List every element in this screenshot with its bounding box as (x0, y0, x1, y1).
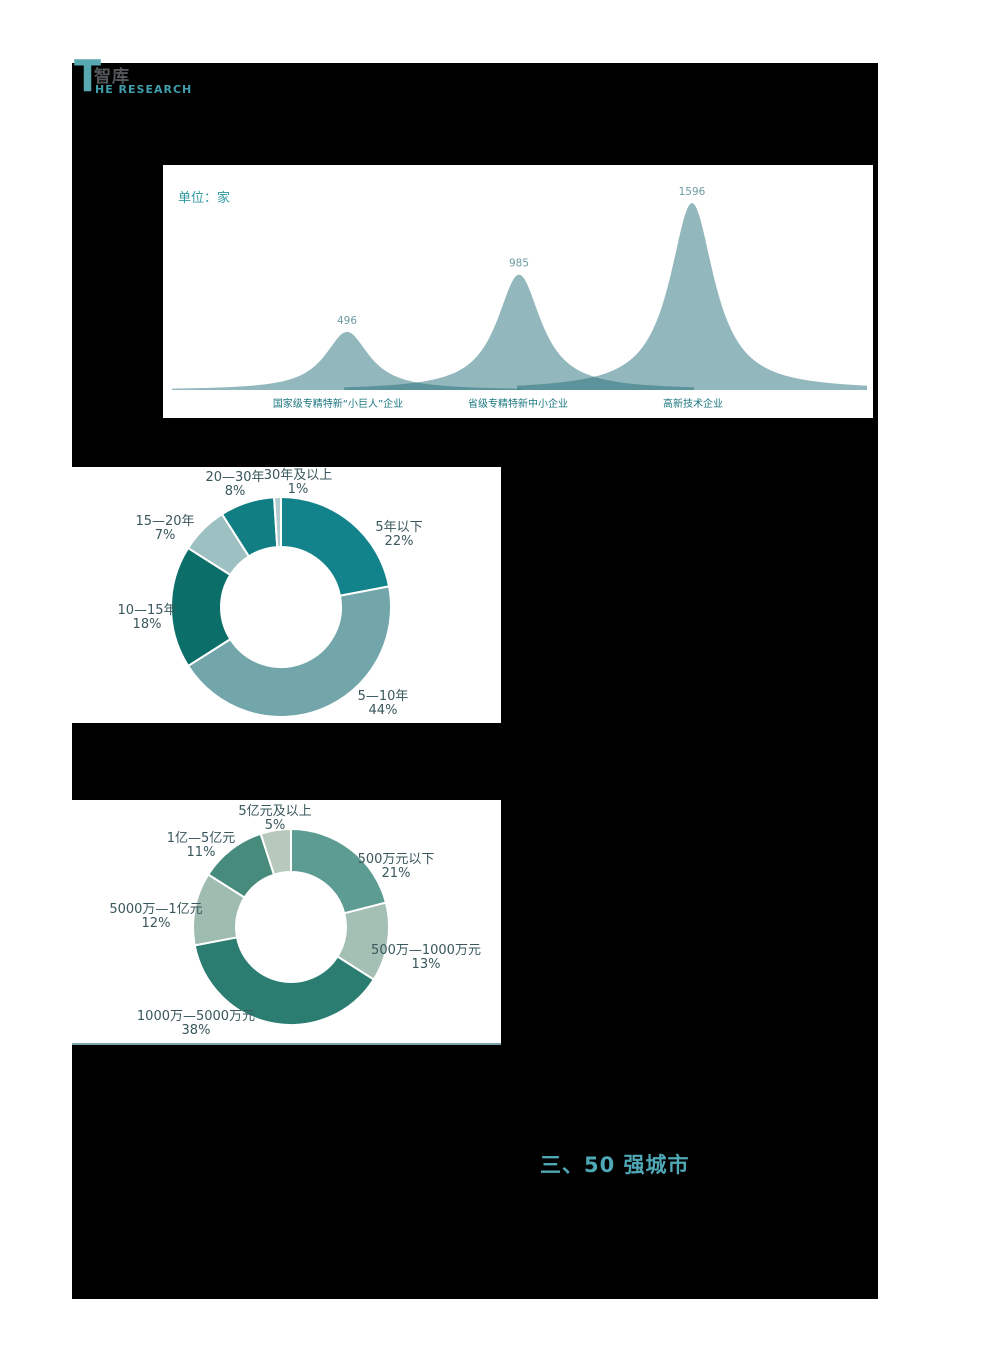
donut-segment-label: 1000万—5000万元 38% (136, 1009, 256, 1038)
enterprise-count-chart-card: 单位：家 496 985 1596 国家级专精特新“小巨人”企业 省级专精特新中小企业 高… (163, 165, 873, 418)
unit-label: 单位：家 (178, 191, 231, 206)
revenue-donut-card: 500万元以下 21% 500万—1000万元 13% 1000万—5000万元 38% 5… (72, 800, 501, 1045)
area-peak (517, 203, 867, 390)
logo-t-mark: T (74, 51, 102, 102)
area-peak (172, 331, 522, 390)
category-axis-label: 高新技术企业 (663, 397, 723, 410)
category-axis-label: 国家级专精特新“小巨人”企业 (273, 397, 403, 410)
donut-segment-label: 500万—1000万元 13% (371, 943, 481, 972)
donut-segment-label: 5000万—1亿元 12% (109, 902, 203, 931)
data-value-label: 1596 (679, 186, 706, 198)
donut-segment-label: 20—30年 8% (205, 470, 265, 499)
donut-segment (273, 495, 282, 549)
data-value-label: 985 (509, 258, 529, 270)
donut-segment-label: 15—20年 7% (135, 514, 195, 543)
donut-segment-label: 5—10年 44% (357, 689, 409, 718)
think-tank-logo: T 智库 HE RESEARCH (74, 51, 274, 103)
section-heading: 三、50 强城市 (540, 1153, 690, 1177)
revenue-distribution-donut-chart (192, 827, 390, 1026)
donut-segment-label: 5亿元及以上 5% (238, 804, 312, 833)
company-age-donut-card: 5年以下 22% 5—10年 44% 10—15年 18% 15—20年 7% 20—30年 8%… (72, 467, 501, 723)
donut-segment (193, 936, 376, 1026)
company-age-distribution-donut-chart (170, 495, 392, 718)
enterprise-count-area-chart: 496 985 1596 国家级专精特新“小巨人”企业 省级专精特新中小企业 高新技术企业 (172, 186, 867, 410)
logo-english-text: HE RESEARCH (95, 83, 193, 96)
donut-segment-label: 500万元以下 21% (357, 852, 435, 881)
donut-segment (186, 585, 392, 718)
donut-segment-label: 1亿—5亿元 11% (166, 831, 236, 860)
donut-segment-label: 5年以下 22% (375, 520, 423, 549)
donut-segment (280, 495, 391, 597)
category-axis-label: 省级专精特新中小企业 (468, 397, 568, 410)
logo-chinese-text: 智库 (94, 67, 130, 87)
data-value-label: 496 (337, 315, 357, 327)
donut-segment-label: 30年及以上 1% (263, 468, 333, 497)
donut-segment (259, 827, 292, 876)
donut-segment-label: 10—15年 18% (117, 603, 177, 632)
area-peak (344, 274, 694, 390)
